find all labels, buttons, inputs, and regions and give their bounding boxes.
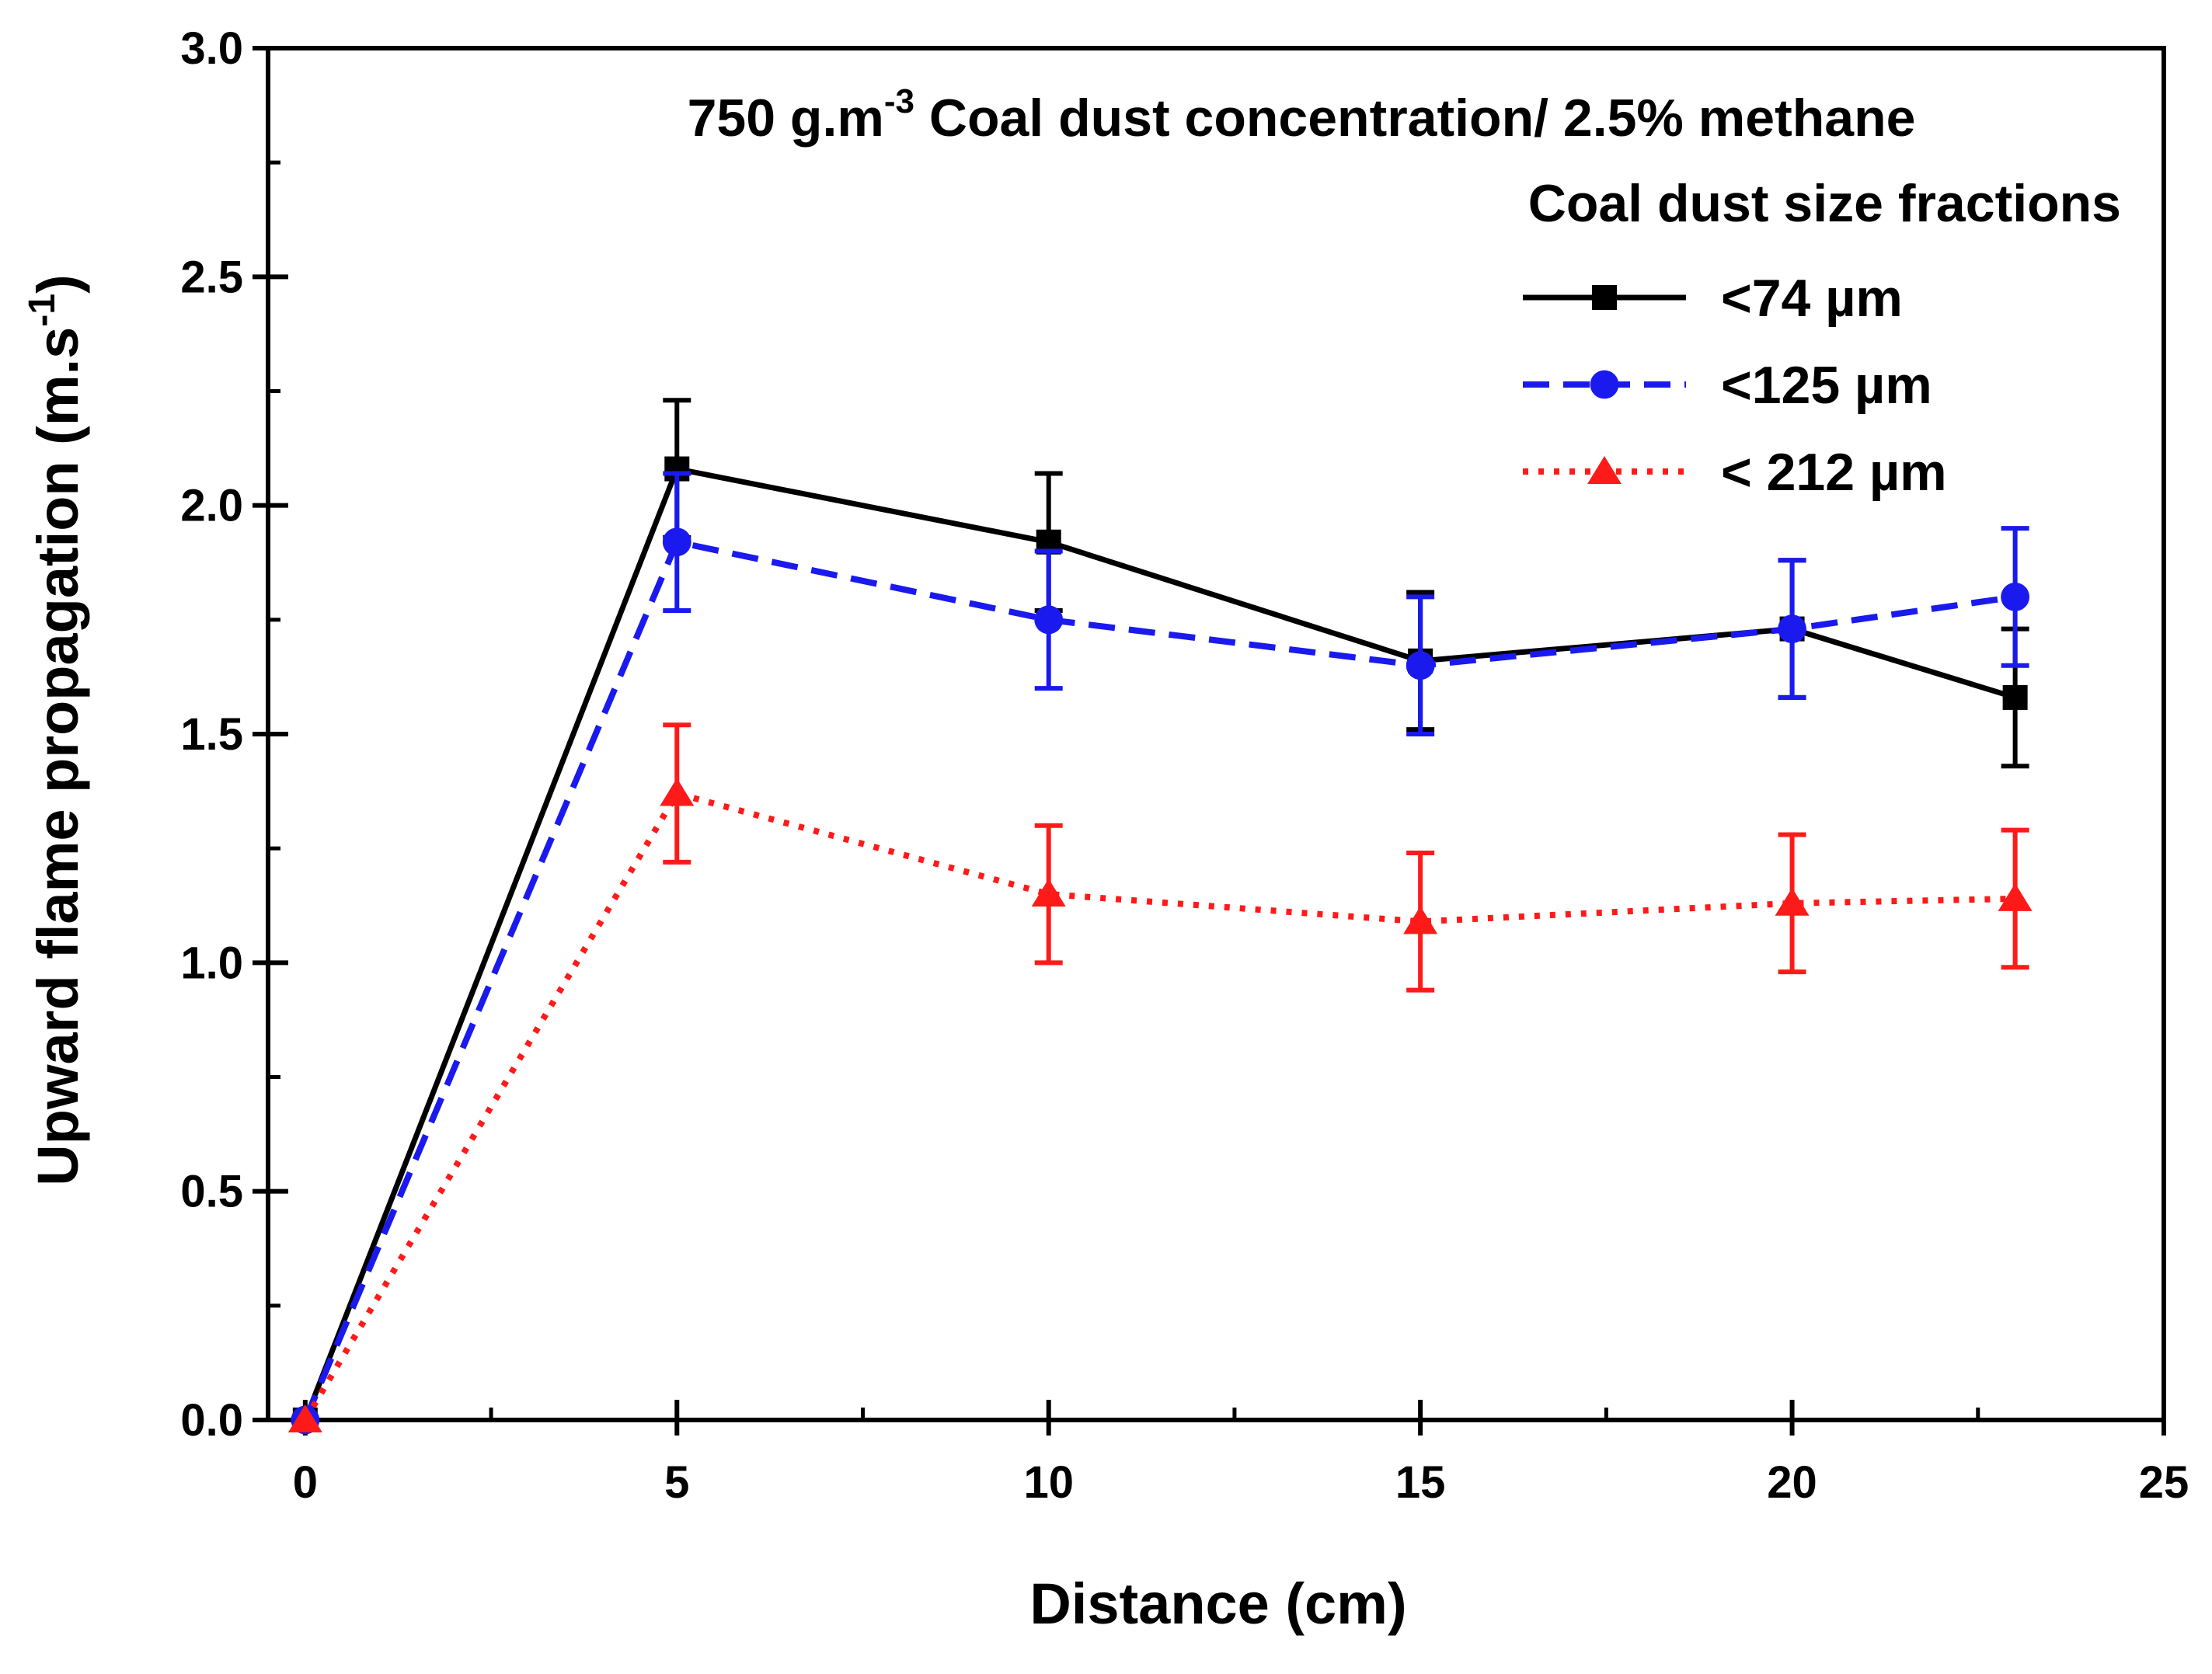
data-point [1775,887,1810,916]
legend-title: Coal dust size fractions [1528,174,2121,233]
x-tick-label: 15 [1395,1457,1446,1508]
data-point [2001,583,2030,611]
series-group [287,398,2033,1435]
y-tick-label: 3.0 [180,23,243,74]
data-point [1034,605,1064,635]
series-line [302,538,2016,1422]
x-tick-label: 5 [664,1457,689,1508]
legend-marker [1590,370,1619,399]
legend-label: <74 µm [1721,269,1903,328]
legend: Coal dust size fractions <74 µm <125 µm < … [1523,174,2121,502]
y-tick-label: 2.5 [180,252,243,302]
series-1 [291,471,2030,1435]
y-tick-label: 0.5 [180,1167,243,1217]
y-tick-label: 1.0 [180,938,243,988]
data-point [287,1404,322,1432]
data-point [1031,879,1066,907]
data-point [1403,906,1438,934]
data-point [1778,614,1806,644]
chart-title: 750 g.m-3 Coal dust concentration/ 2.5% … [688,82,1916,148]
axis-ticks: 0 5 10 15 20 25 0.0 0.5 1.0 1.5 2.0 2.5 3.0 [180,23,2189,1508]
series-line [302,465,2016,1422]
x-tick-label: 25 [2139,1457,2189,1508]
legend-marker [1592,285,1617,310]
series-line [302,789,2015,1422]
data-point [1998,882,2033,911]
series-2 [287,722,2033,1432]
y-tick-label: 0.0 [180,1395,243,1446]
data-point [2002,684,2028,710]
x-tick-label: 10 [1023,1457,1074,1508]
data-point [1406,651,1435,680]
x-axis-title: Distance (cm) [1029,1571,1406,1636]
y-tick-label: 2.0 [180,481,243,531]
x-tick-label: 20 [1767,1457,1817,1508]
y-tick-label: 1.5 [180,709,243,760]
legend-marker [1587,456,1622,484]
legend-label: <125 µm [1721,356,1932,415]
y-axis-title: Upward flame propagation (m.s-1) [22,274,90,1185]
data-point [660,778,695,806]
data-point [662,527,691,557]
x-tick-label: 0 [293,1457,318,1508]
legend-label: < 212 µm [1721,443,1947,502]
